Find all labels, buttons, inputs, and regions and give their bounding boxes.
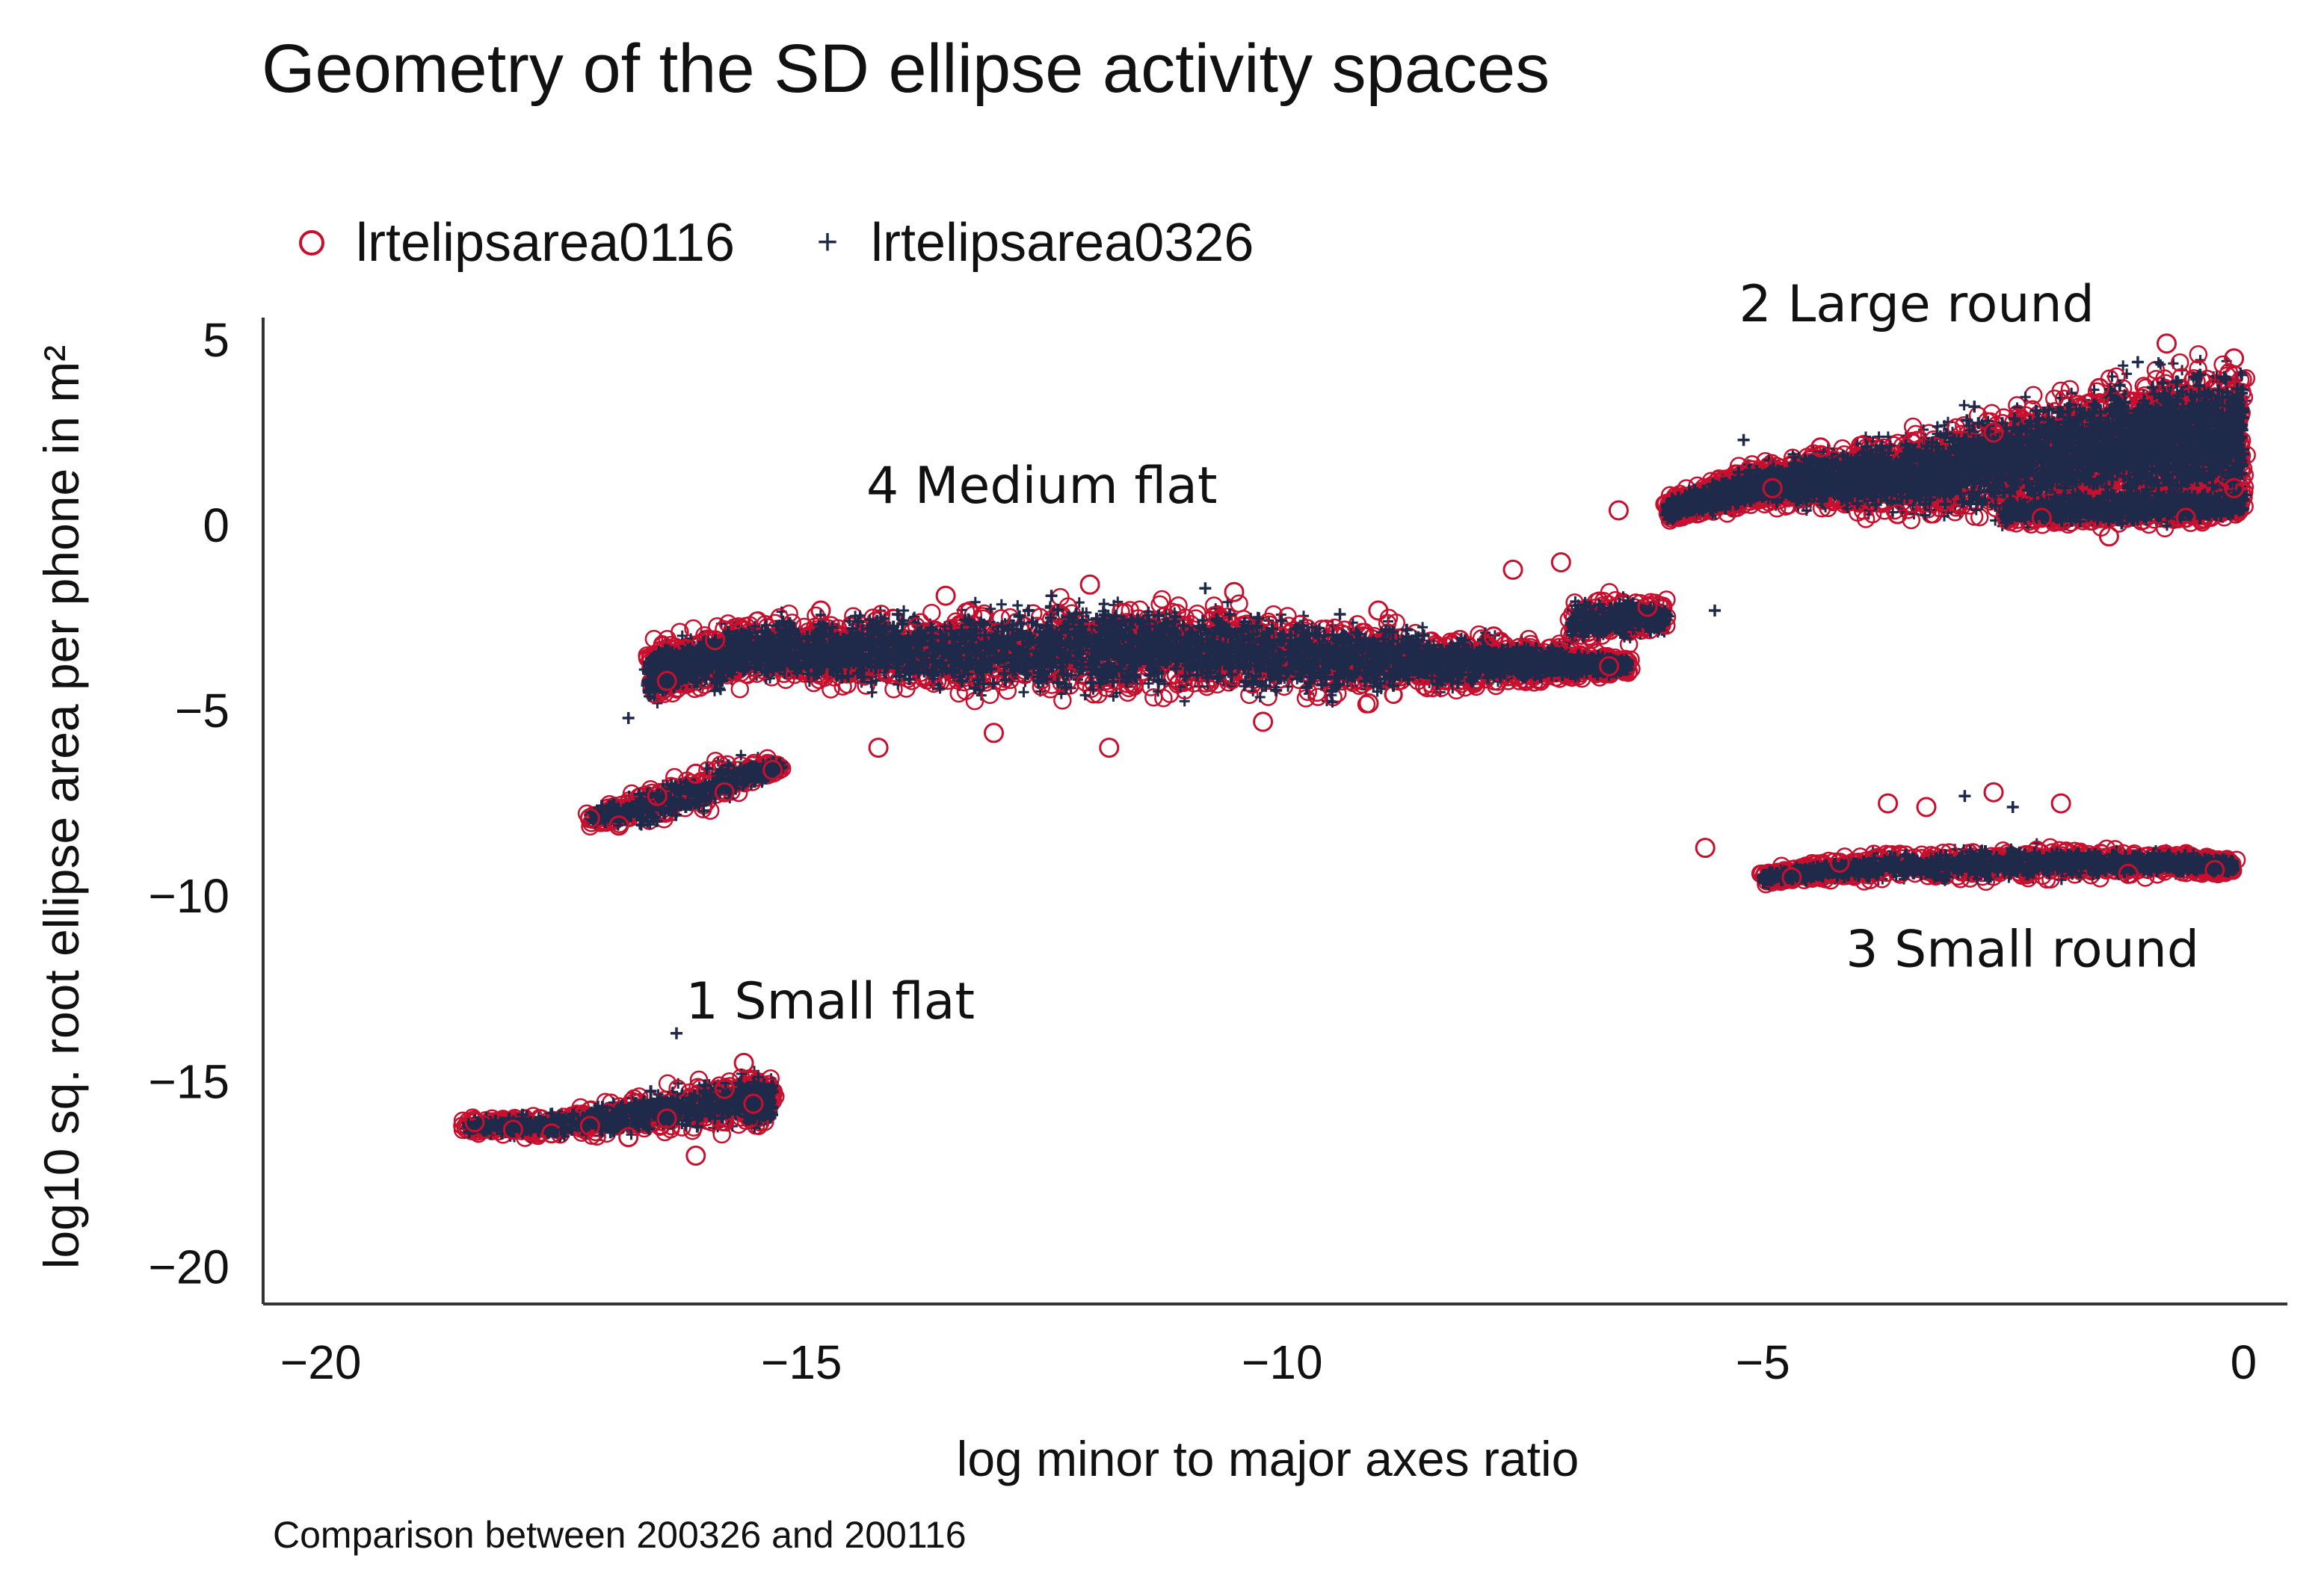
legend-circle-marker xyxy=(299,230,324,256)
data-point-circle xyxy=(922,603,941,622)
data-point-plus xyxy=(1012,600,1023,611)
data-point-circle xyxy=(965,691,984,711)
legend-item-series-1: lrtelipsarea0116 xyxy=(299,212,735,274)
data-point-plus xyxy=(1018,687,1029,698)
legend-label-series-2: lrtelipsarea0326 xyxy=(871,212,1254,274)
legend: lrtelipsarea0116 + lrtelipsarea0326 xyxy=(299,209,1336,276)
data-point-circle xyxy=(730,679,750,699)
legend-label-series-1: lrtelipsarea0116 xyxy=(356,212,735,274)
data-point-plus xyxy=(1098,599,1109,610)
legend-plus-marker: + xyxy=(817,225,838,261)
data-point-plus xyxy=(996,599,1007,610)
chart-title: Geometry of the SD ellipse activity spac… xyxy=(262,30,1550,108)
data-point-plus xyxy=(866,687,878,698)
data-point-plus xyxy=(1254,691,1266,702)
data-point-circle xyxy=(1230,594,1248,613)
legend-item-series-2: + lrtelipsarea0326 xyxy=(817,212,1254,274)
